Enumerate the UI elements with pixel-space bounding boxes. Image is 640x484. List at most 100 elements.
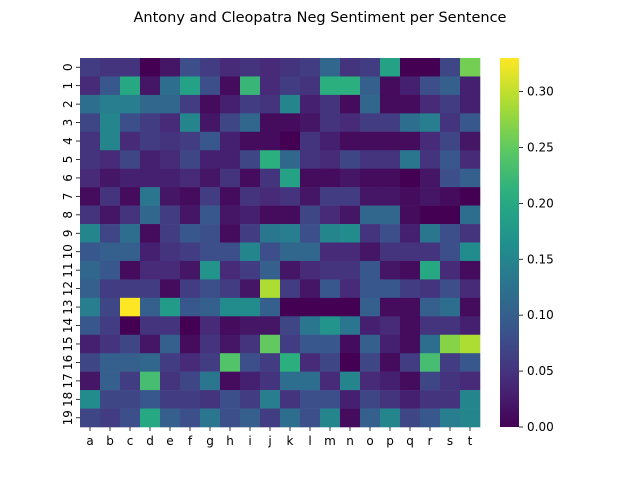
heatmap-cell-19-s <box>440 408 461 428</box>
heatmap-cell-19-n <box>340 408 361 428</box>
x-tick-label: i <box>248 434 251 448</box>
heatmap-cell-0-d <box>140 58 161 77</box>
heatmap-cell-2-i <box>240 94 261 114</box>
heatmap-cell-13-q <box>400 297 421 317</box>
heatmap-cell-2-c <box>120 94 141 114</box>
heatmap-cell-14-f <box>180 316 201 336</box>
heatmap-cell-13-s <box>440 297 461 317</box>
heatmap-cell-6-c <box>120 168 141 188</box>
heatmap-cell-1-f <box>180 76 201 96</box>
heatmap-cell-9-i <box>240 224 261 243</box>
heatmap-cell-9-l <box>300 224 321 243</box>
heatmap-cell-3-k <box>280 113 301 133</box>
heatmap-cell-15-k <box>280 334 301 354</box>
heatmap-cell-13-t <box>460 297 481 317</box>
heatmap-cell-9-a <box>80 224 101 243</box>
heatmap-cell-9-s <box>440 224 461 243</box>
heatmap-cell-2-e <box>160 94 181 114</box>
heatmap-cell-7-c <box>120 187 141 206</box>
heatmap-cell-16-c <box>120 353 141 372</box>
heatmap-cell-3-g <box>200 113 221 133</box>
heatmap-cell-3-s <box>440 113 461 133</box>
heatmap-cell-15-t <box>460 334 481 354</box>
heatmap-cell-6-g <box>200 168 221 188</box>
heatmap-cell-10-b <box>100 242 121 262</box>
heatmap-cell-12-b <box>100 279 121 299</box>
heatmap-cell-14-l <box>300 316 321 336</box>
heatmap-cell-14-q <box>400 316 421 336</box>
x-tick-label: r <box>428 434 433 448</box>
heatmap-cell-12-c <box>120 279 141 299</box>
x-tick-label: g <box>206 434 214 448</box>
heatmap-cell-0-j <box>260 58 281 77</box>
heatmap-cell-11-o <box>360 260 381 280</box>
heatmap-cell-19-b <box>100 408 121 428</box>
heatmap-cell-17-m <box>320 371 341 391</box>
heatmap-cell-19-a <box>80 408 101 428</box>
heatmap-cell-1-b <box>100 76 121 96</box>
heatmap-cell-9-e <box>160 224 181 243</box>
heatmap-cell-2-p <box>380 94 401 114</box>
heatmap-cell-6-f <box>180 168 201 188</box>
heatmap-cell-7-j <box>260 187 281 206</box>
x-tick-label: b <box>106 434 114 448</box>
heatmap-cell-3-r <box>420 113 441 133</box>
heatmap-cell-10-q <box>400 242 421 262</box>
heatmap-cell-5-f <box>180 150 201 169</box>
x-tick-label: a <box>86 434 93 448</box>
heatmap-cell-18-m <box>320 390 341 409</box>
heatmap-cell-18-o <box>360 390 381 409</box>
heatmap-cell-10-o <box>360 242 381 262</box>
heatmap-cell-0-k <box>280 58 301 77</box>
heatmap-cell-7-h <box>220 187 241 206</box>
heatmap-cell-7-r <box>420 187 441 206</box>
heatmap-cell-6-h <box>220 168 241 188</box>
heatmap-cell-10-j <box>260 242 281 262</box>
heatmap-cell-11-c <box>120 260 141 280</box>
y-tick-label: 14 <box>61 318 75 333</box>
heatmap-cell-9-f <box>180 224 201 243</box>
heatmap-cell-16-o <box>360 353 381 372</box>
heatmap-cell-15-o <box>360 334 381 354</box>
heatmap-cell-0-o <box>360 58 381 77</box>
heatmap-cell-16-i <box>240 353 261 372</box>
y-tick-label: 12 <box>61 281 75 296</box>
heatmap-cell-5-a <box>80 150 101 169</box>
heatmap-cell-15-e <box>160 334 181 354</box>
heatmap-cell-6-t <box>460 168 481 188</box>
heatmap-cell-18-t <box>460 390 481 409</box>
heatmap-cell-17-e <box>160 371 181 391</box>
heatmap-cell-2-o <box>360 94 381 114</box>
heatmap-cell-1-s <box>440 76 461 96</box>
heatmap-cell-15-m <box>320 334 341 354</box>
x-tick-label: n <box>346 434 354 448</box>
heatmap-cell-0-f <box>180 58 201 77</box>
heatmap-cell-10-c <box>120 242 141 262</box>
heatmap-cell-8-d <box>140 205 161 225</box>
heatmap-cell-19-f <box>180 408 201 428</box>
heatmap-cell-15-s <box>440 334 461 354</box>
heatmap-cell-19-c <box>120 408 141 428</box>
heatmap-cell-16-b <box>100 353 121 372</box>
x-tick-label: k <box>287 434 294 448</box>
heatmap-cell-2-f <box>180 94 201 114</box>
heatmap-cell-17-b <box>100 371 121 391</box>
heatmap-cell-2-q <box>400 94 421 114</box>
heatmap-cell-3-l <box>300 113 321 133</box>
heatmap-cell-3-p <box>380 113 401 133</box>
heatmap-cell-1-i <box>240 76 261 96</box>
heatmap-cell-12-m <box>320 279 341 299</box>
heatmap-cell-10-l <box>300 242 321 262</box>
heatmap-cell-14-n <box>340 316 361 336</box>
heatmap-cell-2-g <box>200 94 221 114</box>
x-tick-label: p <box>386 434 394 448</box>
heatmap-cell-16-e <box>160 353 181 372</box>
heatmap-cell-18-g <box>200 390 221 409</box>
heatmap-cell-11-l <box>300 260 321 280</box>
heatmap-cell-3-i <box>240 113 261 133</box>
heatmap-cell-18-d <box>140 390 161 409</box>
heatmap-cell-3-b <box>100 113 121 133</box>
y-tick-label: 19 <box>61 410 75 425</box>
heatmap-cell-17-h <box>220 371 241 391</box>
heatmap-cell-19-k <box>280 408 301 428</box>
